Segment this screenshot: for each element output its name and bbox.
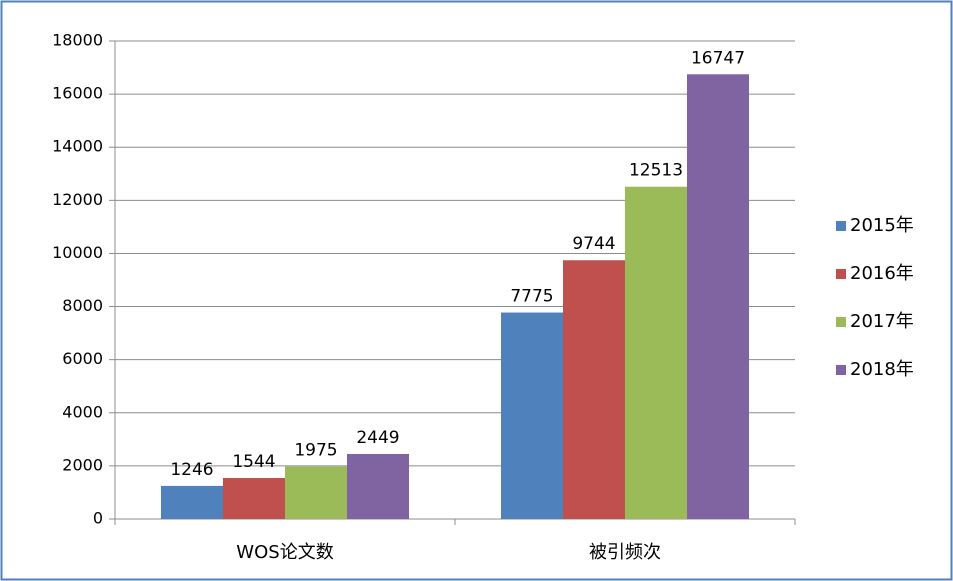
y-tick-label: 2000 <box>62 455 103 474</box>
bar <box>625 186 687 519</box>
y-tick-label: 10000 <box>52 243 103 262</box>
bar <box>223 477 285 519</box>
legend-label: 2016年 <box>850 263 914 284</box>
bar <box>161 485 223 519</box>
legend-swatch <box>836 221 846 231</box>
data-label: 1975 <box>294 441 337 461</box>
y-tick-label: 12000 <box>52 190 103 209</box>
y-tick-label: 4000 <box>62 402 103 421</box>
y-tick-label: 0 <box>93 509 103 528</box>
x-tick-label: WOS论文数 <box>236 542 333 563</box>
data-label: 9744 <box>572 234 615 254</box>
legend-label: 2015年 <box>850 215 914 236</box>
y-tick-label: 16000 <box>52 84 103 103</box>
legend-swatch <box>836 317 846 327</box>
bar <box>347 453 409 519</box>
legend-label: 2018年 <box>850 359 914 380</box>
data-label: 12513 <box>629 161 683 181</box>
data-label: 7775 <box>510 287 553 307</box>
y-tick-label: 18000 <box>52 31 103 50</box>
x-tick-label: 被引频次 <box>589 542 661 563</box>
bar <box>687 74 749 519</box>
bar <box>563 260 625 519</box>
y-tick-label: 8000 <box>62 296 103 315</box>
data-label: 1246 <box>170 460 213 480</box>
bar <box>501 312 563 519</box>
y-tick-label: 6000 <box>62 349 103 368</box>
bar <box>285 466 347 519</box>
legend-swatch <box>836 269 846 279</box>
y-tick-label: 14000 <box>52 137 103 156</box>
data-label: 2449 <box>356 428 399 448</box>
legend-label: 2017年 <box>850 311 914 332</box>
data-label: 1544 <box>232 452 275 472</box>
data-label: 16747 <box>691 48 745 68</box>
legend-swatch <box>836 365 846 375</box>
